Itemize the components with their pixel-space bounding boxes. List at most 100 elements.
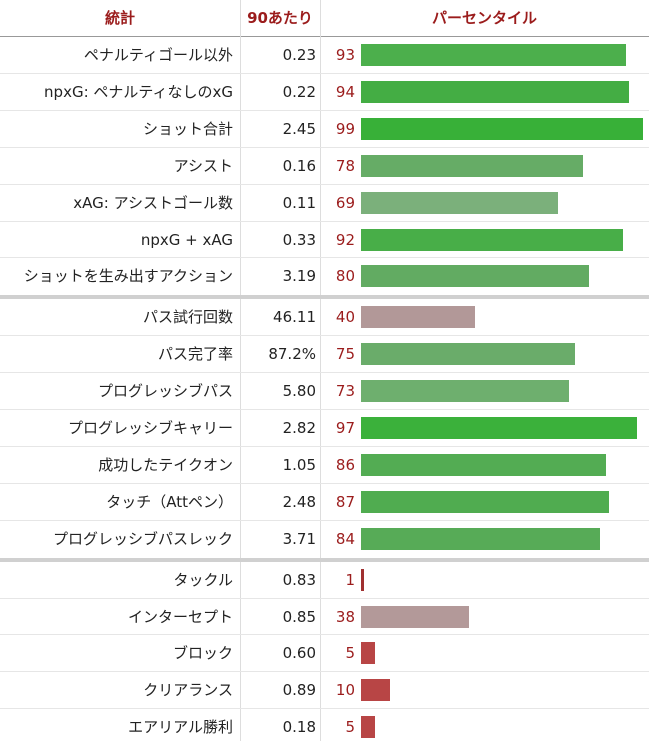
per90-value: 87.2% xyxy=(268,345,316,364)
row-rule xyxy=(0,597,649,599)
percentile-bar xyxy=(361,44,627,66)
stat-label: インターセプト xyxy=(127,607,233,626)
percentile-bar xyxy=(361,343,575,366)
stat-label: アシスト xyxy=(173,156,233,175)
stat-label: エアリアル勝利 xyxy=(128,718,233,737)
percentile-value: 1 xyxy=(345,570,355,589)
per90-value: 0.22 xyxy=(282,82,316,101)
per90-value: 2.45 xyxy=(282,119,316,138)
stat-label: タックル xyxy=(173,570,233,589)
row-rule xyxy=(0,482,649,484)
per90-value: 0.89 xyxy=(282,681,316,700)
row-rule xyxy=(0,220,649,222)
percentile-bar xyxy=(361,306,475,329)
percentile-value: 5 xyxy=(345,718,355,737)
percentile-value: 75 xyxy=(335,345,355,364)
percentile-bar xyxy=(361,191,558,214)
percentile-bar xyxy=(361,679,390,702)
row-rule xyxy=(0,72,649,74)
stat-label: npxG + xAG xyxy=(140,230,233,249)
percentile-bar xyxy=(361,568,364,591)
percentile-value: 5 xyxy=(345,644,355,663)
row-rule xyxy=(0,335,649,337)
percentile-bar xyxy=(361,80,629,103)
stat-label: プログレッシブパスレック xyxy=(52,529,233,548)
per90-value: 0.85 xyxy=(282,607,316,626)
row-rule xyxy=(0,146,649,148)
stat-label: npxG: ペナルティなしのxG xyxy=(44,82,233,101)
header-stat: 統計 xyxy=(104,9,135,27)
percentile-value: 73 xyxy=(335,382,355,401)
header-percentile: パーセンタイル xyxy=(431,9,537,27)
row-rule xyxy=(0,109,649,111)
stat-label: パス完了率 xyxy=(157,345,233,364)
percentile-bar xyxy=(361,380,570,403)
percentile-value: 87 xyxy=(335,492,355,511)
stat-label: xAG: アシストゴール数 xyxy=(73,193,233,212)
percentile-value: 92 xyxy=(335,230,355,249)
row-rule xyxy=(0,634,649,636)
row-rule xyxy=(0,409,649,410)
per90-value: 0.60 xyxy=(282,644,316,663)
per90-value: 0.83 xyxy=(282,570,316,589)
percentile-value: 78 xyxy=(335,156,355,175)
percentile-value: 97 xyxy=(335,419,355,437)
percentile-value: 99 xyxy=(335,119,355,138)
stat-label: タッチ（Attペン） xyxy=(106,492,233,511)
percentile-value: 94 xyxy=(335,82,355,101)
stat-label: 成功したテイクオン xyxy=(98,455,233,474)
stat-label: クリアランス xyxy=(143,681,233,700)
percentile-bar xyxy=(361,417,638,439)
stat-label: プログレッシブキャリー xyxy=(67,419,233,437)
percentile-bar xyxy=(361,490,609,513)
percentile-value: 10 xyxy=(335,681,355,700)
per90-value: 3.19 xyxy=(282,267,316,286)
row-rule xyxy=(0,445,649,447)
per90-value: 0.16 xyxy=(282,156,316,175)
per90-value: 3.71 xyxy=(282,529,316,548)
group-separator xyxy=(0,557,649,562)
row-rule xyxy=(0,519,649,521)
per90-value: 2.48 xyxy=(282,492,316,511)
percentile-value: 84 xyxy=(335,529,355,548)
per90-value: 46.11 xyxy=(273,308,316,327)
stat-label: パス試行回数 xyxy=(142,308,233,327)
row-rule xyxy=(0,257,649,259)
stat-label: ショット合計 xyxy=(142,119,233,138)
group-separator xyxy=(0,295,649,300)
percentile-bar xyxy=(361,265,589,288)
percentile-bar xyxy=(361,228,624,251)
percentile-bar xyxy=(361,642,376,665)
row-rule xyxy=(0,183,649,185)
percentile-bar xyxy=(361,605,470,628)
col-rule xyxy=(240,0,241,741)
per90-value: 1.05 xyxy=(282,455,316,474)
per90-value: 0.18 xyxy=(282,718,316,737)
percentile-value: 69 xyxy=(335,193,355,212)
percentile-bar xyxy=(361,154,584,177)
stat-label: ショットを生み出すアクション xyxy=(23,267,233,286)
per90-value: 0.33 xyxy=(282,230,316,249)
per90-value: 0.11 xyxy=(282,193,316,212)
percentile-bar xyxy=(361,453,607,476)
percentile-value: 93 xyxy=(335,46,355,64)
percentile-value: 80 xyxy=(335,267,355,286)
row-rule xyxy=(0,708,649,710)
stat-label: ペナルティゴール以外 xyxy=(83,46,233,64)
stat-label: ブロック xyxy=(172,644,233,663)
percentile-value: 38 xyxy=(335,607,355,626)
percentile-bar xyxy=(361,527,601,550)
percentile-value: 86 xyxy=(335,455,355,474)
per90-value: 0.23 xyxy=(282,46,316,64)
header-rule xyxy=(0,36,649,37)
per90-value: 2.82 xyxy=(282,419,316,437)
percentile-bar xyxy=(361,716,376,739)
row-rule xyxy=(0,671,649,673)
per90-value: 5.80 xyxy=(282,382,316,401)
percentile-value: 40 xyxy=(335,308,355,327)
percentile-bar xyxy=(361,117,644,140)
stat-label: プログレッシブパス xyxy=(97,382,233,401)
row-rule xyxy=(0,372,649,374)
header-per90: 90あたり xyxy=(247,9,313,27)
